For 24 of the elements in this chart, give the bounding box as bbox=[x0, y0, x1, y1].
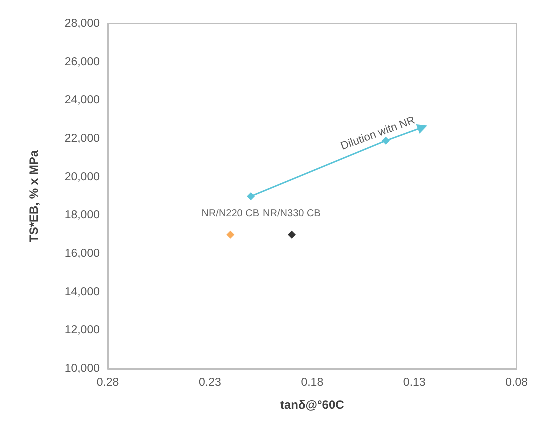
annotation: Dilution witn NR bbox=[339, 114, 418, 153]
y-axis-title: TS*EB, % x MPa bbox=[27, 150, 41, 243]
y-tick-label: 20,000 bbox=[64, 171, 100, 184]
x-tick-label: 0.08 bbox=[506, 377, 528, 389]
x-tick-label: 0.28 bbox=[96, 377, 120, 389]
x-tick-label: 0.23 bbox=[199, 377, 222, 389]
point bbox=[247, 192, 256, 200]
point bbox=[226, 230, 235, 239]
y-tick-label: 22,000 bbox=[64, 133, 100, 145]
y-tick-label: 18,000 bbox=[64, 210, 100, 222]
y-tick-label: 26,000 bbox=[64, 56, 100, 68]
y-tick-label: 24,000 bbox=[64, 94, 100, 107]
series-label: NR/N330 CB bbox=[263, 208, 322, 220]
y-tick-label: 28,000 bbox=[64, 18, 100, 30]
point bbox=[382, 136, 390, 145]
y-tick-label: 14,000 bbox=[64, 286, 100, 298]
x-tick-label: 0.18 bbox=[301, 377, 324, 389]
series-label: NR/N220 CB bbox=[202, 208, 260, 220]
y-tick-label: 12,000 bbox=[64, 324, 100, 337]
x-axis-title: tanδ@°60C bbox=[280, 398, 345, 412]
x-tick-label: 0.13 bbox=[403, 377, 426, 389]
y-tick-label: 16,000 bbox=[64, 248, 100, 260]
point bbox=[288, 230, 296, 239]
y-tick-label: 10,000 bbox=[64, 363, 100, 375]
